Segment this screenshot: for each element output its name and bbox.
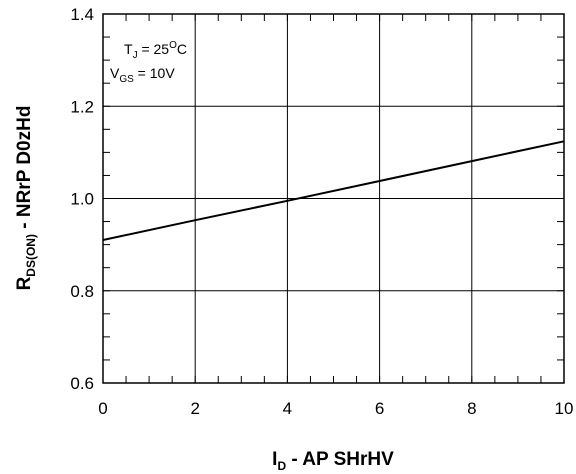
condition-vgs: VGS = 10V [110,65,175,85]
x-tick-label: 2 [190,399,199,418]
conditions-annotation: TJ = 25OC VGS = 10V [110,40,187,85]
y-tick-label: 1.0 [70,190,94,209]
series-line [102,140,565,241]
y-axis-label: RDS(ON) - NRrP D0zHd [14,106,38,291]
y-tick-label: 1.4 [70,5,94,24]
x-axis-label: ID - AP SHrHV [272,449,394,473]
y-tick-label: 0.8 [70,282,94,301]
x-tick-label: 8 [467,399,476,418]
y-tick-label: 1.2 [70,97,94,116]
plot-frame [102,13,565,384]
x-tick-labels: 0 2 4 6 8 10 [98,399,573,418]
grid [103,14,564,383]
y-tick-label: 0.6 [70,374,94,393]
x-tick-label: 6 [375,399,384,418]
y-tick-labels: 0.6 0.8 1.0 1.2 1.4 [70,5,94,393]
series-layer [102,140,565,241]
x-tick-label: 4 [283,399,292,418]
x-tick-label: 0 [98,399,107,418]
x-tick-label: 10 [555,399,574,418]
condition-tj: TJ = 25OC [124,40,187,61]
